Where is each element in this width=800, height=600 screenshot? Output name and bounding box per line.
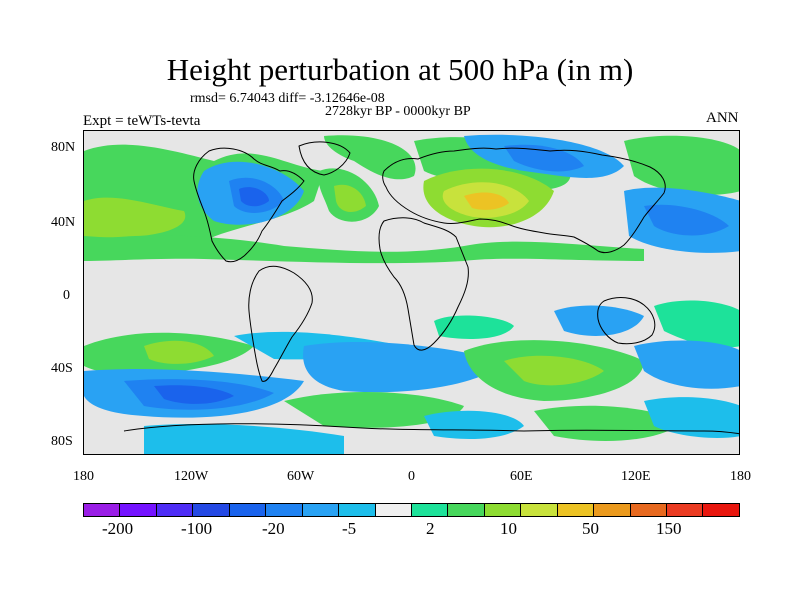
colorbar-swatch: [266, 504, 303, 516]
colorbar-label: -20: [262, 519, 285, 538]
contour-blob: [554, 305, 644, 336]
contour-blob: [624, 135, 739, 196]
colorbar-swatch: [557, 504, 595, 516]
colorbar-swatch: [302, 504, 340, 516]
contour-blob: [534, 405, 684, 441]
colorbar-label: -100: [181, 519, 213, 538]
colorbar-swatch: [84, 504, 121, 516]
map-title: Height perturbation at 500 hPa (in m): [166, 52, 634, 87]
lat-label: 0: [63, 288, 70, 303]
contour-blob: [504, 144, 584, 172]
contour-blob: [464, 192, 509, 210]
stats-text: rmsd= 6.74043 diff= -3.12646e-08: [190, 91, 385, 106]
lat-label: 40S: [51, 361, 73, 376]
continent-outline: [248, 265, 313, 382]
colorbar-label: -200: [102, 519, 134, 538]
colorbar-swatch: [156, 504, 194, 516]
contour-blob: [239, 187, 269, 207]
colorbar-swatch: [120, 504, 157, 516]
colorbar-label: -5: [342, 519, 357, 538]
colorbar: [83, 503, 740, 517]
colorbar-swatch: [448, 504, 485, 516]
contour-blob: [324, 135, 416, 180]
coastlines: [123, 141, 739, 435]
map-panel: [83, 130, 740, 455]
lat-label: 40N: [51, 215, 76, 230]
field-svg: [84, 134, 739, 454]
colorbar-swatch: [193, 504, 230, 516]
contour-blob: [144, 340, 214, 364]
lon-label: 120E: [621, 469, 651, 484]
colorbar-swatch: [667, 504, 704, 516]
lon-label: 0: [408, 469, 415, 484]
continent-outline: [597, 297, 656, 345]
lat-label: 80S: [51, 434, 73, 449]
colorbar-swatch: [630, 504, 667, 516]
season-label: ANN: [706, 110, 739, 126]
colorbar-swatch: [521, 504, 558, 516]
contour-blob: [504, 355, 604, 386]
colorbar-swatch: [703, 504, 739, 516]
contour-blob: [644, 204, 729, 236]
lon-label: 60E: [510, 469, 533, 484]
colorbar-label: 50: [582, 519, 599, 538]
colorbar-swatch: [339, 504, 376, 516]
period-text: 2728kyr BP - 0000kyr BP: [325, 104, 471, 119]
contour-blob: [84, 197, 186, 238]
lon-label: 180: [73, 469, 94, 484]
colorbar-swatch: [484, 504, 522, 516]
colorbar-label: 10: [500, 519, 517, 538]
contour-blob: [284, 391, 464, 428]
contour-blob: [84, 235, 644, 264]
contour-blob: [154, 385, 234, 404]
continent-outline: [123, 423, 739, 435]
colorbar-label: 150: [656, 519, 682, 538]
colorbar-label: 2: [426, 519, 435, 538]
contour-blob: [634, 340, 739, 389]
contour-blob: [303, 341, 504, 393]
lon-label: 180: [730, 469, 751, 484]
colorbar-swatch: [594, 504, 631, 516]
contour-blob: [434, 315, 514, 339]
contour-blob: [654, 300, 739, 348]
colorbar-swatch: [229, 504, 267, 516]
continent-outline: [193, 147, 305, 263]
continent-outline: [298, 141, 351, 176]
contour-blob: [334, 184, 366, 213]
experiment-label: Expt = teWTs-tevta: [83, 113, 201, 129]
contour-blob: [424, 410, 524, 439]
contour-blob: [144, 424, 344, 454]
lon-label: 120W: [174, 469, 209, 484]
lon-label: 60W: [287, 469, 315, 484]
contour-blob: [644, 397, 739, 438]
continent-outline: [378, 217, 469, 351]
colorbar-swatch: [375, 504, 412, 516]
lat-label: 80N: [51, 140, 76, 155]
colorbar-swatch: [411, 504, 449, 516]
continent-outline: [382, 147, 666, 254]
